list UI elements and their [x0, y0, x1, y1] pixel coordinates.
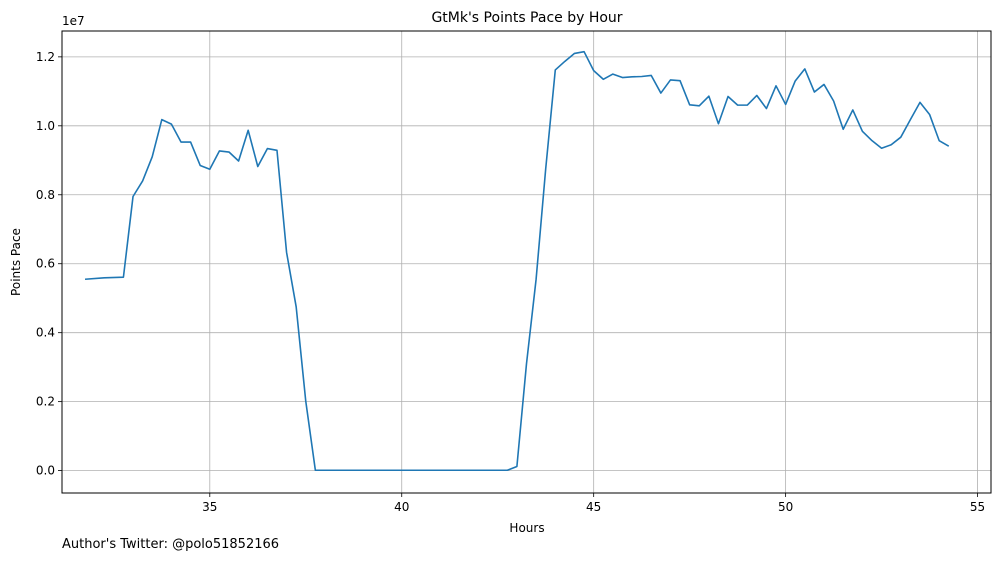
x-tick-label: 55 — [970, 500, 985, 514]
x-axis: 35 40 45 50 55 — [202, 493, 985, 514]
x-tick-label: 40 — [394, 500, 409, 514]
author-credit: Author's Twitter: @polo51852166 — [62, 537, 280, 552]
y-tick-label: 0.8 — [36, 188, 55, 202]
x-tick-label: 35 — [202, 500, 217, 514]
plot-frame — [61, 30, 992, 494]
series-line-0 — [84, 50, 950, 472]
y-tick-label: 0.0 — [36, 464, 55, 478]
chart-title: GtMk's Points Pace by Hour — [431, 10, 622, 26]
y-tick-label: 0.6 — [36, 257, 55, 271]
data-line-group — [84, 50, 950, 472]
y-offset-label: 1e7 — [62, 14, 85, 28]
x-tick-label: 50 — [778, 500, 793, 514]
y-tick-label: 0.4 — [36, 326, 55, 340]
y-axis: 0.0 0.2 0.4 0.6 0.8 1.0 1.2 — [36, 50, 62, 478]
y-tick-label: 1.2 — [36, 50, 55, 64]
y-tick-label: 0.2 — [36, 395, 55, 409]
x-tick-label: 45 — [586, 500, 601, 514]
x-axis-label: Hours — [509, 521, 544, 535]
y-tick-label: 1.0 — [36, 119, 55, 133]
gridlines — [62, 31, 991, 493]
y-axis-label: Points Pace — [9, 228, 23, 296]
